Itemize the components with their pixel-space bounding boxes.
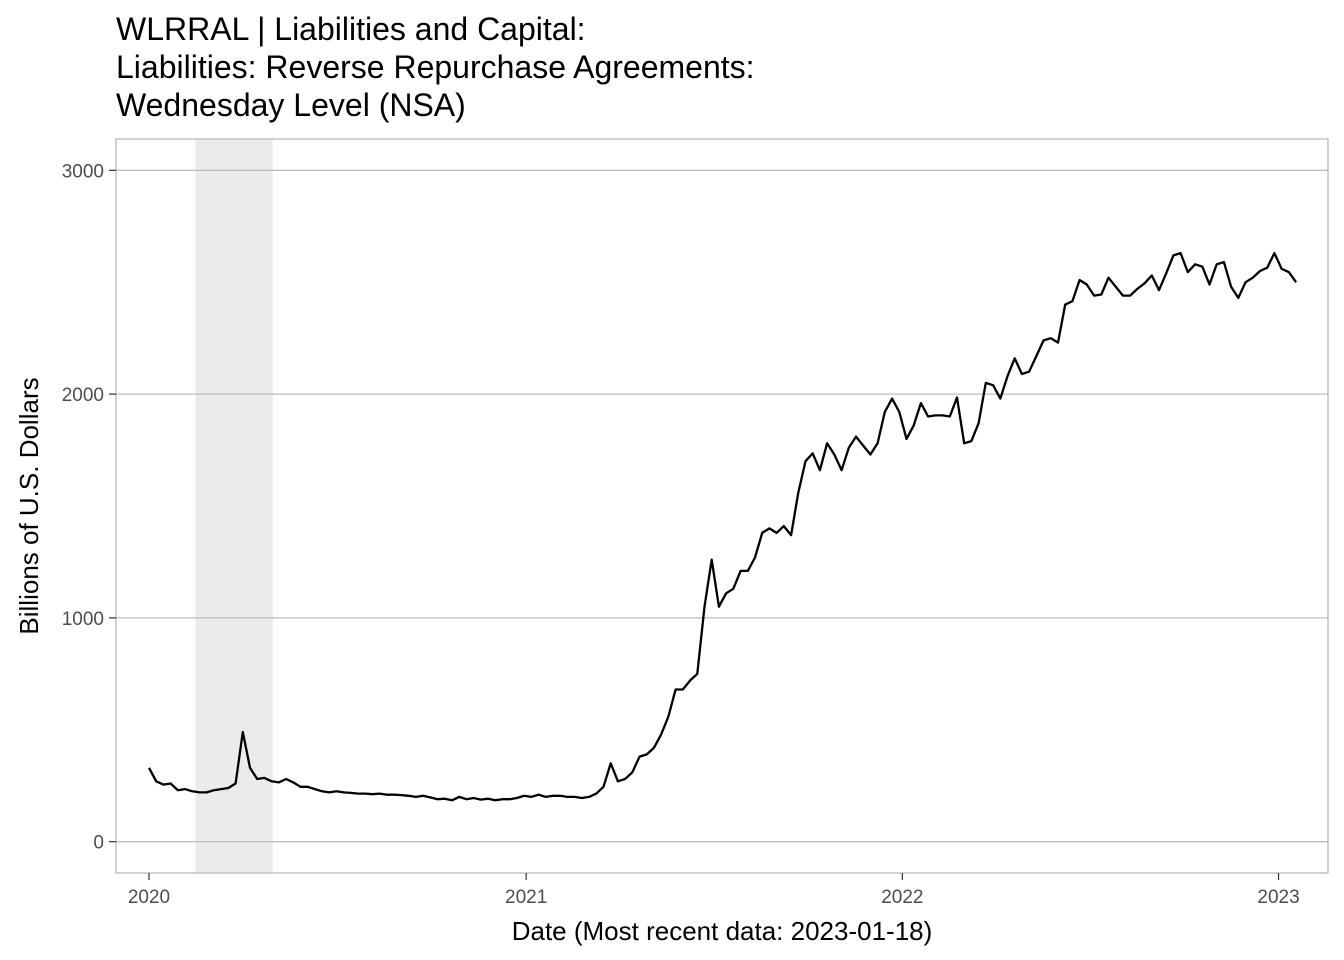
- chart-title: WLRRAL | Liabilities and Capital: Liabil…: [116, 10, 755, 124]
- x-tick-label: 2021: [505, 887, 547, 908]
- x-tick-label: 2020: [128, 887, 170, 908]
- plot-background: [116, 139, 1328, 873]
- y-axis: 0 1000 2000 3000: [62, 161, 116, 854]
- y-tick-label: 3000: [62, 161, 104, 182]
- recession-shading: [195, 139, 273, 873]
- y-axis-title: Billions of U.S. Dollars: [14, 377, 44, 634]
- y-tick-label: 2000: [62, 385, 104, 406]
- y-tick-label: 1000: [62, 609, 104, 630]
- chart-title-line-2: Liabilities: Reverse Repurchase Agreemen…: [116, 49, 755, 85]
- x-tick-label: 2022: [881, 887, 923, 908]
- series-line: [147, 251, 1298, 802]
- x-tick-label: 2023: [1257, 887, 1299, 908]
- y-tick-label: 0: [93, 833, 104, 854]
- x-axis-title: Date (Most recent data: 2023-01-18): [512, 916, 933, 946]
- plot-border: [115, 138, 1329, 874]
- gridlines: [116, 169, 1328, 843]
- chart-title-line-1: WLRRAL | Liabilities and Capital:: [116, 11, 586, 47]
- chart-title-line-3: Wednesday Level (NSA): [116, 87, 466, 123]
- x-axis: 2020 2021 2022 2023: [128, 873, 1300, 908]
